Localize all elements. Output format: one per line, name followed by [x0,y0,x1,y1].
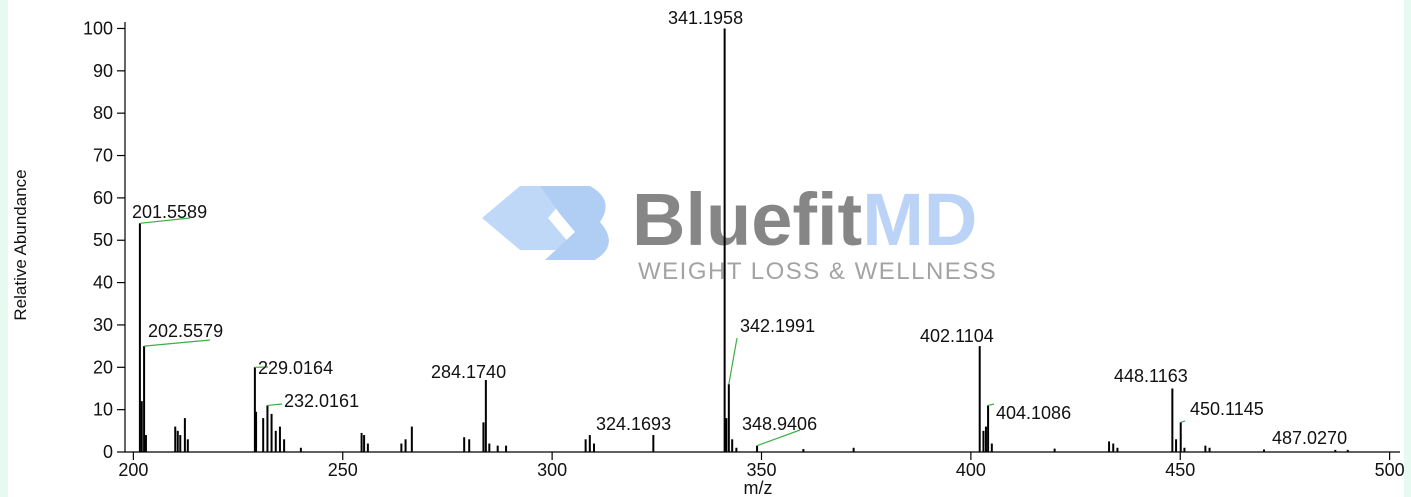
watermark-brand-main: Bluefit [632,178,862,261]
y-tick-label: 100 [83,18,113,38]
x-tick-label: 200 [118,460,148,480]
x-tick-label: 300 [537,460,567,480]
x-tick-label: 350 [746,460,776,480]
leader-line [267,403,283,407]
peak-label: 341.1958 [668,8,743,28]
leader-line [728,337,738,385]
leader-line [144,339,211,347]
leader-line [139,217,191,224]
watermark: BluefitMD WEIGHT LOSS & WELLNESS [482,178,997,285]
peak-label: 450.1145 [1190,399,1264,419]
x-tick-label: 400 [956,460,986,480]
leader-line [987,403,995,406]
peak-label: 402.1104 [920,326,994,346]
watermark-tagline: WEIGHT LOSS & WELLNESS [638,258,997,285]
watermark-brand: BluefitMD [632,178,977,261]
peak-label: 487.0270 [1272,428,1347,448]
watermark-icon [540,186,609,260]
peak-label: 202.5579 [148,321,223,341]
peak-label: 448.1163 [1114,366,1188,386]
plot-background [8,0,1404,497]
y-tick-label: 50 [93,230,113,250]
y-tick-label: 20 [93,357,113,377]
y-tick-label: 40 [93,273,113,293]
y-tick-label: 70 [93,146,113,166]
peak-label: 201.5589 [132,202,207,222]
y-tick-label: 80 [93,103,113,123]
y-tick-label: 0 [103,442,113,462]
x-tick-label: 250 [328,460,358,480]
peak-label: 284.1740 [431,362,506,382]
leader-line [756,429,801,447]
peak-label: 229.0164 [258,358,333,378]
x-axis-label: m/z [744,478,773,497]
leader-line [1180,420,1186,423]
x-tick-label: 500 [1375,460,1405,480]
y-tick-label: 30 [93,315,113,335]
peak-label: 348.9406 [742,414,817,434]
peak-label: 404.1086 [996,403,1071,423]
y-tick-label: 90 [93,61,113,81]
y-tick-label: 60 [93,188,113,208]
watermark-brand-accent: MD [862,178,977,261]
peak-label: 342.1991 [740,316,815,336]
y-tick-label: 10 [93,400,113,420]
y-axis-label: Relative Abundance [11,169,30,320]
x-tick-label: 450 [1165,460,1195,480]
peak-label: 232.0161 [284,391,359,411]
peak-label: 324.1693 [596,414,671,434]
